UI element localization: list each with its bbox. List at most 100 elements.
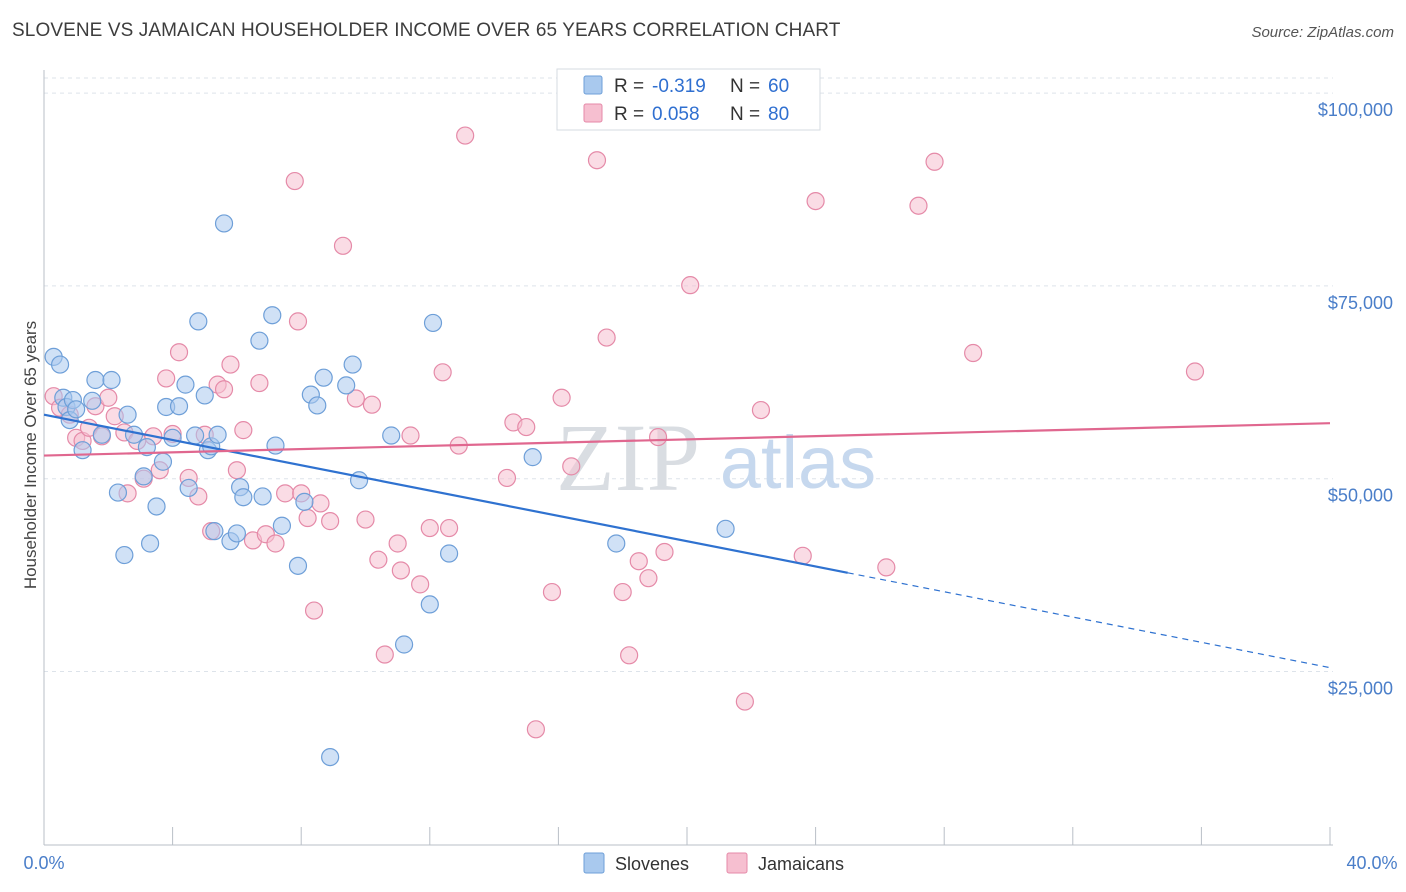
y-tick-label: $25,000 <box>1328 678 1393 698</box>
point-slovenes <box>124 425 144 444</box>
point-slovenes <box>263 306 282 325</box>
point-jamaicans <box>587 151 607 170</box>
watermark: ZIP atlas <box>556 404 876 511</box>
point-jamaicans <box>806 191 825 211</box>
x-ticks <box>172 827 1331 845</box>
point-jamaicans <box>311 494 330 513</box>
point-jamaicans <box>362 395 382 414</box>
point-slovenes <box>214 214 234 233</box>
point-jamaicans <box>298 508 317 528</box>
point-jamaicans <box>375 645 394 664</box>
point-jamaicans <box>346 389 365 408</box>
y-axis-label: Householder Income Over 65 years <box>21 321 40 589</box>
point-slovenes <box>137 437 156 457</box>
point-jamaicans <box>497 468 517 488</box>
legend-r-label-jamaicans: R = <box>614 104 644 125</box>
point-slovenes <box>169 397 189 416</box>
point-slovenes <box>92 425 111 444</box>
point-jamaicans <box>304 601 324 620</box>
point-slovenes <box>607 534 626 553</box>
y-tick-label: $50,000 <box>1328 486 1393 506</box>
x-tick-label-max: 40.0% <box>1346 853 1397 873</box>
point-jamaicans <box>276 484 295 503</box>
point-slovenes <box>140 534 160 553</box>
point-jamaicans <box>552 388 571 407</box>
point-jamaicans <box>526 720 545 739</box>
point-slovenes <box>250 331 269 350</box>
watermark-zip: ZIP <box>556 404 700 511</box>
point-slovenes <box>439 544 459 563</box>
point-jamaicans <box>909 196 928 215</box>
point-slovenes <box>227 524 246 543</box>
point-slovenes <box>83 391 102 410</box>
point-slovenes <box>308 396 327 415</box>
point-jamaicans <box>391 561 410 580</box>
legend-r-value-jamaicans: 0.058 <box>652 104 700 125</box>
point-jamaicans <box>356 510 375 529</box>
point-slovenes <box>420 595 439 614</box>
chart-title: SLOVENE VS JAMAICAN HOUSEHOLDER INCOME O… <box>12 20 841 41</box>
point-jamaicans <box>629 552 648 571</box>
point-slovenes <box>147 497 166 516</box>
point-jamaicans <box>227 461 246 480</box>
x-tick-label-min: 0.0% <box>23 853 64 873</box>
point-slovenes <box>523 448 542 467</box>
point-slovenes <box>423 313 443 333</box>
point-jamaicans <box>655 542 674 562</box>
point-jamaicans <box>411 575 430 594</box>
legend-bottom-label-slovenes: Slovenes <box>615 854 689 874</box>
point-jamaicans <box>321 512 340 531</box>
point-slovenes <box>134 467 153 486</box>
point-jamaicans <box>388 534 407 553</box>
point-jamaicans <box>613 582 632 602</box>
source-credit: Source: ZipAtlas.com <box>1251 24 1394 41</box>
point-slovenes <box>73 441 92 460</box>
legend-r-label-slovenes: R = <box>614 76 644 97</box>
point-slovenes <box>176 375 195 394</box>
point-slovenes <box>195 386 214 405</box>
legend-n-label-slovenes: N = <box>730 76 760 97</box>
point-jamaicans <box>735 692 754 711</box>
point-slovenes <box>314 368 333 387</box>
point-jamaicans <box>369 550 388 569</box>
point-jamaicans <box>169 343 189 362</box>
point-jamaicans <box>562 457 581 476</box>
point-jamaicans <box>681 276 700 295</box>
point-jamaicans <box>266 534 285 553</box>
trend-line-jamaicans <box>43 422 1331 457</box>
trend-line-slovenes <box>43 413 848 574</box>
point-slovenes <box>153 452 173 471</box>
point-slovenes <box>179 478 198 498</box>
legend-n-value-jamaicans: 80 <box>768 104 789 125</box>
point-jamaicans <box>456 126 475 145</box>
legend-swatch-slovenes <box>583 75 603 95</box>
point-jamaicans <box>517 417 536 437</box>
point-jamaicans <box>333 236 353 255</box>
point-slovenes <box>50 355 70 374</box>
point-jamaicans <box>620 646 639 665</box>
point-slovenes <box>86 370 105 390</box>
point-jamaicans <box>420 518 439 538</box>
watermark-atlas: atlas <box>720 421 876 504</box>
point-slovenes <box>67 400 86 419</box>
axes <box>43 70 1333 846</box>
y-tick-label: $100,000 <box>1318 100 1393 120</box>
point-jamaicans <box>751 400 771 420</box>
legend-bottom-label-jamaicans: Jamaicans <box>758 854 844 874</box>
point-slovenes <box>208 425 227 444</box>
point-slovenes <box>295 492 314 511</box>
point-slovenes <box>272 516 292 535</box>
point-jamaicans <box>234 421 253 440</box>
point-jamaicans <box>221 355 240 374</box>
legend-n-label-jamaicans: N = <box>730 104 760 125</box>
point-slovenes <box>253 487 272 506</box>
point-slovenes <box>337 376 356 395</box>
point-jamaicans <box>925 152 944 171</box>
point-jamaicans <box>433 363 452 382</box>
trend-line-slovenes-extension <box>847 572 1331 669</box>
point-slovenes <box>118 405 137 424</box>
point-jamaicans <box>250 373 269 393</box>
point-slovenes <box>394 635 414 654</box>
point-jamaicans <box>877 558 896 577</box>
